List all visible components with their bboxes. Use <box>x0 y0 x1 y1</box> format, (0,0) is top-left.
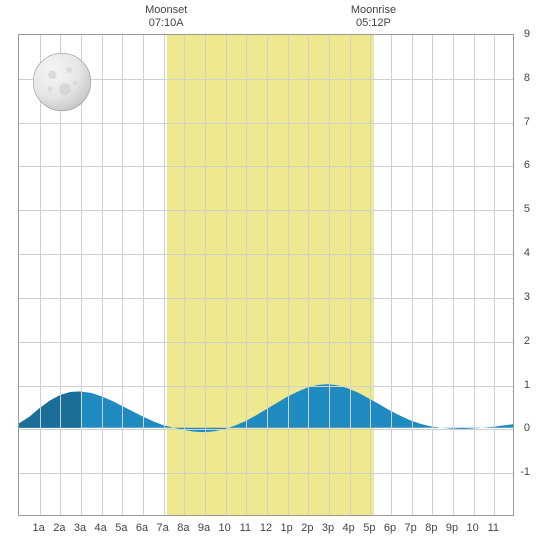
x-tick-label: 8a <box>177 522 189 534</box>
x-tick-label: 8p <box>425 522 437 534</box>
tide-fill-day <box>19 384 513 432</box>
x-tick-label: 1p <box>281 522 293 534</box>
gridline-h <box>19 298 513 299</box>
moonrise-time: 05:12P <box>351 17 396 30</box>
gridline-h <box>19 166 513 167</box>
x-tick-label: 4p <box>343 522 355 534</box>
gridline-v <box>308 35 309 515</box>
moonrise-label: Moonrise <box>351 4 396 16</box>
moonset-annotation: Moonset 07:10A <box>145 4 187 30</box>
gridline-v <box>494 35 495 515</box>
gridline-v <box>350 35 351 515</box>
gridline-h <box>19 254 513 255</box>
gridline-v <box>205 35 206 515</box>
y-tick-label: -1 <box>520 466 530 478</box>
x-tick-label: 1a <box>33 522 45 534</box>
gridline-h <box>19 429 513 430</box>
x-tick-label: 9a <box>198 522 210 534</box>
gridline-v <box>391 35 392 515</box>
gridline-v <box>288 35 289 515</box>
x-tick-label: 5p <box>363 522 375 534</box>
gridline-v <box>329 35 330 515</box>
y-tick-label: 0 <box>524 422 530 434</box>
y-tick-label: 2 <box>524 335 530 347</box>
gridline-h <box>19 473 513 474</box>
x-tick-label: 3a <box>74 522 86 534</box>
gridline-v <box>164 35 165 515</box>
y-tick-label: 6 <box>524 159 530 171</box>
x-tick-label: 10 <box>219 522 231 534</box>
moon-icon <box>32 52 92 112</box>
y-tick-label: 3 <box>524 291 530 303</box>
gridline-h <box>19 342 513 343</box>
gridline-v <box>143 35 144 515</box>
gridline-v <box>432 35 433 515</box>
gridline-h <box>19 210 513 211</box>
x-tick-label: 6p <box>384 522 396 534</box>
plot-area <box>18 34 514 516</box>
x-tick-label: 7p <box>405 522 417 534</box>
gridline-v <box>122 35 123 515</box>
gridline-h <box>19 386 513 387</box>
gridline-v <box>102 35 103 515</box>
moonset-time: 07:10A <box>145 17 187 30</box>
x-tick-label: 7a <box>157 522 169 534</box>
gridline-v <box>267 35 268 515</box>
moonset-label: Moonset <box>145 4 187 16</box>
gridline-v <box>370 35 371 515</box>
gridline-v <box>226 35 227 515</box>
gridline-v <box>184 35 185 515</box>
y-tick-label: 7 <box>524 116 530 128</box>
y-tick-label: 9 <box>524 28 530 40</box>
x-tick-label: 10 <box>467 522 479 534</box>
tide-area <box>19 35 513 515</box>
y-tick-label: 1 <box>524 379 530 391</box>
x-tick-label: 9p <box>446 522 458 534</box>
x-tick-label: 11 <box>488 522 499 534</box>
x-tick-label: 3p <box>322 522 334 534</box>
x-tick-label: 12 <box>260 522 272 534</box>
x-tick-label: 2p <box>301 522 313 534</box>
x-tick-label: 5a <box>115 522 127 534</box>
x-tick-label: 4a <box>95 522 107 534</box>
gridline-v <box>412 35 413 515</box>
gridline-v <box>246 35 247 515</box>
y-tick-label: 5 <box>524 203 530 215</box>
y-tick-label: 8 <box>524 72 530 84</box>
gridline-v <box>474 35 475 515</box>
x-tick-label: 6a <box>136 522 148 534</box>
gridline-v <box>453 35 454 515</box>
gridline-h <box>19 79 513 80</box>
tide-chart: Moonset 07:10A Moonrise 05:12P -10123456… <box>0 0 550 550</box>
x-tick-label: 2a <box>53 522 65 534</box>
tide-fill-night <box>19 392 81 428</box>
gridline-h <box>19 123 513 124</box>
x-tick-label: 11 <box>240 522 251 534</box>
moonrise-annotation: Moonrise 05:12P <box>351 4 396 30</box>
y-tick-label: 4 <box>524 247 530 259</box>
